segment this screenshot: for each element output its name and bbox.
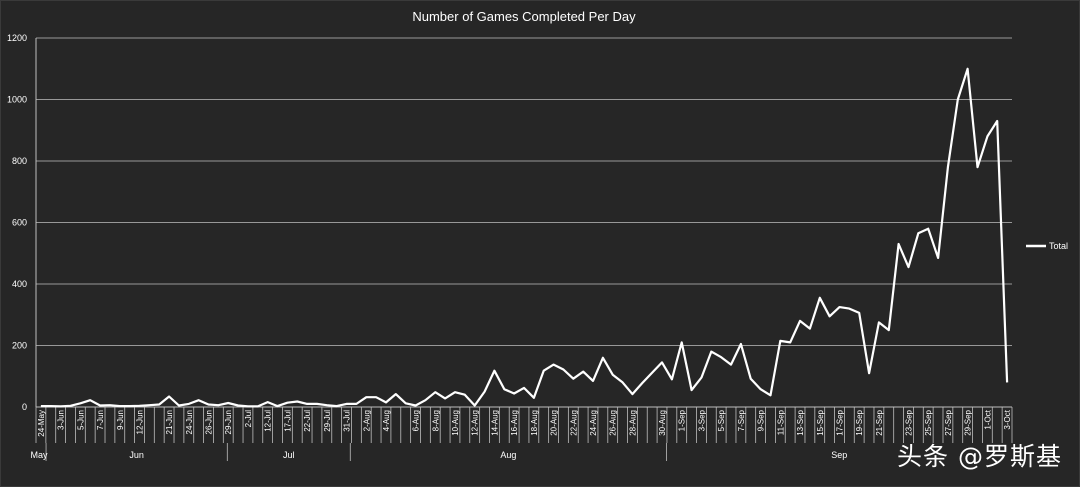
- y-tick-label: 1200: [7, 33, 27, 43]
- chart-title: Number of Games Completed Per Day: [412, 9, 636, 24]
- x-tick-label: 5-Jun: [76, 410, 85, 430]
- x-tick-label: 13-Sep: [796, 409, 805, 435]
- month-label: May: [30, 450, 48, 460]
- x-tick-label: 6-Aug: [412, 410, 421, 431]
- x-tick-label: 12-Jul: [264, 410, 273, 432]
- y-tick-label: 1000: [7, 95, 27, 105]
- x-tick-label: 25-Sep: [924, 409, 933, 435]
- x-tick-label: 29-Sep: [964, 409, 973, 435]
- x-tick-label: 14-Aug: [490, 410, 499, 436]
- x-tick-label: 27-Sep: [944, 409, 953, 435]
- y-tick-label: 400: [12, 279, 27, 289]
- x-tick-label: 20-Aug: [550, 410, 559, 436]
- x-tick-label: 1-Sep: [678, 409, 687, 431]
- x-tick-label: 23-Sep: [904, 409, 913, 435]
- watermark: 头条 @罗斯基: [897, 442, 1062, 471]
- x-tick-label: 8-Aug: [431, 410, 440, 431]
- x-tick-label: 21-Sep: [875, 409, 884, 435]
- x-tick-label: 17-Jul: [283, 410, 292, 432]
- y-tick-label: 0: [22, 402, 27, 412]
- x-tick-label: 17-Sep: [835, 409, 844, 435]
- series-line-total: [40, 67, 1009, 408]
- x-tick-label: 10-Aug: [451, 410, 460, 436]
- x-tick-label: 1-Oct: [983, 409, 992, 429]
- month-label: Jul: [283, 450, 295, 460]
- x-tick-label: 29-Jun: [224, 410, 233, 434]
- month-label: Jun: [129, 450, 144, 460]
- x-tick-label: 28-Aug: [628, 410, 637, 436]
- x-tick-label: 31-Jul: [343, 410, 352, 432]
- x-tick-label: 19-Sep: [855, 409, 864, 435]
- x-tick-label: 26-Aug: [609, 410, 618, 436]
- y-tick-label: 800: [12, 156, 27, 166]
- x-tick-label: 4-Aug: [382, 410, 391, 431]
- x-tick-label: 29-Jul: [323, 410, 332, 432]
- month-label: Aug: [500, 450, 516, 460]
- x-tick-label: 2-Aug: [362, 410, 371, 431]
- x-tick-label: 30-Aug: [658, 410, 667, 436]
- x-tick-label: 24-Jun: [185, 410, 194, 434]
- x-tick-label: 12-Aug: [471, 410, 480, 436]
- x-tick-label: 22-Aug: [569, 410, 578, 436]
- x-tick-label: 21-Jun: [165, 410, 174, 434]
- y-tick-label: 200: [12, 341, 27, 351]
- x-tick-label: 7-Sep: [737, 409, 746, 431]
- x-tick-label: 2-Jul: [244, 410, 253, 428]
- x-tick-label: 3-Sep: [697, 409, 706, 431]
- y-tick-label: 600: [12, 218, 27, 228]
- x-tick-label: 7-Jun: [96, 410, 105, 430]
- x-tick-label: 15-Sep: [816, 409, 825, 435]
- month-label: Sep: [831, 450, 847, 460]
- x-tick-label: 5-Sep: [717, 409, 726, 431]
- x-tick-label: 22-Jul: [303, 410, 312, 432]
- x-tick-label: 26-Jun: [205, 410, 214, 434]
- x-tick-label: 24-Aug: [589, 410, 598, 436]
- x-tick-label: 18-Aug: [530, 410, 539, 436]
- legend-label-total: Total: [1049, 241, 1068, 251]
- x-tick-label: 24-May: [37, 410, 46, 437]
- x-tick-label: 3-Jun: [57, 410, 66, 430]
- x-tick-label: 11-Sep: [776, 409, 785, 435]
- x-tick-label: 3-Oct: [1003, 409, 1012, 429]
- x-tick-label: 12-Jun: [136, 410, 145, 434]
- x-tick-label: 16-Aug: [510, 410, 519, 436]
- x-tick-label: 9-Jun: [116, 410, 125, 430]
- x-tick-label: 9-Sep: [757, 409, 766, 431]
